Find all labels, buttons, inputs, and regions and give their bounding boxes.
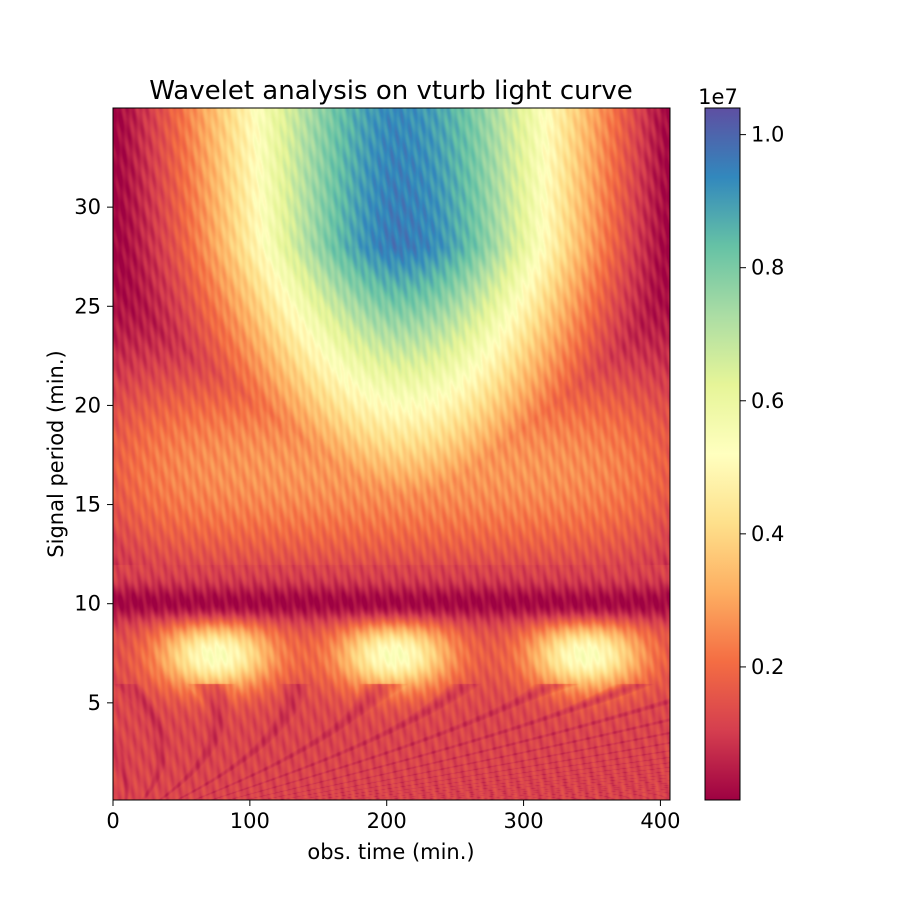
y-tick-label: 25: [74, 294, 101, 318]
colorbar-multiplier: 1e7: [698, 85, 738, 109]
heatmap-canvas: [113, 108, 670, 800]
colorbar-ticks: 0.2 0.4 0.6 0.8 1.0: [740, 123, 784, 679]
y-tick-label: 30: [74, 195, 101, 219]
x-tick-label: 0: [106, 809, 119, 833]
y-tick-label: 10: [74, 592, 101, 616]
colorbar: 0.2 0.4 0.6 0.8 1.0 1e7: [698, 85, 784, 801]
colorbar-tick-label: 0.6: [751, 389, 784, 413]
plot-frame: [112, 107, 671, 801]
y-tick-label: 20: [74, 393, 101, 417]
plot-area: [112, 107, 671, 801]
y-tick-label: 5: [88, 691, 101, 715]
y-tick-label: 15: [74, 493, 101, 517]
x-axis-label: obs. time (min.): [307, 840, 474, 864]
y-axis-label: Signal period (min.): [44, 350, 68, 557]
colorbar-tick-label: 1.0: [751, 123, 784, 147]
colorbar-gradient: [705, 108, 740, 800]
x-tick-label: 200: [367, 809, 407, 833]
heatmap-image: [113, 108, 670, 800]
colorbar-frame: [704, 107, 741, 801]
x-tick-label: 400: [640, 809, 680, 833]
x-tick-label: 300: [504, 809, 544, 833]
colorbar-tick-label: 0.4: [751, 522, 784, 546]
chart-title: Wavelet analysis on vturb light curve: [149, 76, 632, 106]
colorbar-tick-label: 0.2: [751, 655, 784, 679]
y-axis: 5 10 15 20 25 30: [74, 195, 113, 715]
x-axis: 0 100 200 300 400: [106, 800, 680, 833]
colorbar-tick-label: 0.8: [751, 256, 784, 280]
x-tick-label: 100: [230, 809, 270, 833]
